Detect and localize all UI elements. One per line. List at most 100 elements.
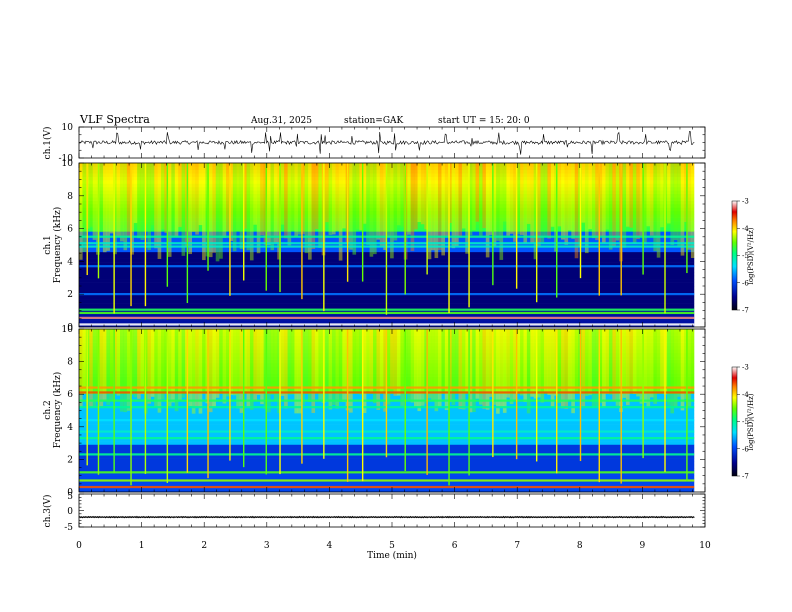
spectrogram-event xyxy=(323,163,325,312)
spectrogram-event xyxy=(385,163,388,315)
spectrogram-texture-column xyxy=(366,329,370,392)
time-tick-label: 1 xyxy=(139,541,145,551)
spectrogram-event xyxy=(468,163,470,308)
spectrogram-texture-column xyxy=(338,163,343,261)
spectrogram-texture-column xyxy=(249,163,254,261)
spectrogram-texture-column xyxy=(195,329,199,408)
spectrogram-texture-column xyxy=(222,163,227,238)
spectrogram-texture-column xyxy=(653,329,657,404)
spectrogram-event xyxy=(86,163,88,276)
spectrogram-event xyxy=(346,329,349,482)
spectrogram-texture-column xyxy=(369,163,374,257)
frequency-tick-label: 10 xyxy=(62,325,74,335)
spectrogram-cell-row xyxy=(79,461,695,466)
spectrogram-texture-column xyxy=(102,329,107,401)
time-tick-label: 3 xyxy=(264,541,270,551)
spectrogram-texture-column xyxy=(318,163,322,249)
spectrogram-texture-column xyxy=(455,163,459,246)
spectrogram-texture-column xyxy=(229,329,234,395)
spectrogram-texture-column xyxy=(355,163,360,230)
spectrogram-texture-column xyxy=(311,329,316,413)
ch3-waveform-line xyxy=(78,515,695,519)
spectrogram-texture-column xyxy=(612,329,616,402)
ch2-colorbar-scale xyxy=(731,366,738,477)
spectrogram-texture-column xyxy=(417,163,422,223)
colorbar-tick-label: -7 xyxy=(742,473,749,481)
ch1-colorbar-tick-labels: -3 -4 -5 -6 -7 xyxy=(737,198,749,315)
ch3-waveform-trace xyxy=(78,515,695,519)
spectrogram-texture-column xyxy=(485,163,490,258)
spectrogram-texture-column xyxy=(537,163,541,247)
spectrogram-texture-column xyxy=(496,329,500,414)
spectrogram-texture-column xyxy=(342,329,346,402)
spectrogram-texture-column xyxy=(680,329,685,411)
ch1-spectrogram-ylabel-frequency: Frequency (kHz) xyxy=(52,207,63,284)
spectrogram-texture-column xyxy=(273,163,278,244)
spectrogram-event xyxy=(97,329,100,475)
spectrogram-cell-row xyxy=(79,488,695,493)
spectrogram-texture-column xyxy=(660,329,664,392)
spectrogram-texture-column xyxy=(414,329,418,407)
spectrogram-texture-column xyxy=(297,329,302,414)
spectrogram-texture-column xyxy=(178,329,182,400)
spectrogram-texture-column xyxy=(130,329,134,395)
ch2-spectrogram-ticks xyxy=(78,328,706,493)
spectrogram-texture-column xyxy=(236,329,240,409)
spectrogram-texture-column xyxy=(492,163,497,247)
spectrogram-texture-column xyxy=(629,329,634,392)
spectrogram-texture-column xyxy=(208,329,213,413)
spectrogram-event xyxy=(556,329,558,474)
spectrogram-event xyxy=(144,163,147,307)
spectrogram-texture-column xyxy=(564,163,569,245)
spectrogram-event xyxy=(243,329,245,468)
spectrogram-texture-column xyxy=(277,329,281,414)
spectrogram-texture-column xyxy=(256,163,261,254)
spectrogram-texture-column xyxy=(499,163,504,260)
spectrogram-texture-column xyxy=(437,329,442,407)
spectrogram-texture-column xyxy=(284,329,288,409)
spectrogram-texture-column xyxy=(82,329,87,394)
spectrogram-texture-column xyxy=(482,163,487,229)
spectrogram-texture-column xyxy=(530,329,534,397)
spectrogram-texture-column xyxy=(448,163,452,223)
spectrogram-texture-column xyxy=(181,163,186,256)
spectrogram-texture-column xyxy=(625,329,630,406)
spectrogram-event xyxy=(323,329,325,459)
spectrogram-texture-column xyxy=(290,163,295,231)
ch2-spectrogram-ytick-labels: 0 2 4 6 8 10 xyxy=(62,325,74,498)
spectrogram-texture-column xyxy=(366,163,370,246)
ch2-colorbar-label: log(PSD)(V²/Hz) xyxy=(747,393,755,450)
spectrogram-event xyxy=(492,329,494,458)
spectrogram-texture-column xyxy=(649,163,654,236)
spectrogram-texture-column xyxy=(431,163,435,251)
spectrogram-texture-column xyxy=(605,329,610,394)
ch2-spectrogram-ylabel-frequency: Frequency (kHz) xyxy=(52,372,63,449)
colorbar-tick-label: -5 xyxy=(742,252,749,260)
spectrogram-texture-column xyxy=(202,163,206,261)
ch2-spectrogram-image xyxy=(79,329,705,493)
spectrogram-event xyxy=(686,163,688,274)
spectrogram-texture-column xyxy=(653,163,657,252)
spectrogram-event xyxy=(207,163,209,271)
spectrogram-texture-column xyxy=(379,329,384,393)
spectrogram-texture-column xyxy=(116,163,121,238)
spectrogram-texture-column xyxy=(82,163,87,252)
spectrogram-texture-column xyxy=(198,163,203,226)
spectrogram-texture-column xyxy=(335,329,340,409)
spectrogram-texture-column xyxy=(506,163,510,236)
spectrogram-texture-column xyxy=(164,163,169,234)
spectrogram-texture-column xyxy=(386,163,391,238)
frequency-tick-label: 2 xyxy=(67,290,73,300)
spectrogram-texture-column xyxy=(543,329,548,392)
ch3-waveform-ylabel: ch.3(V) xyxy=(42,495,53,528)
spectrogram-texture-column xyxy=(311,163,316,249)
spectrogram-texture-column xyxy=(526,329,531,414)
spectrogram-texture-column xyxy=(267,163,271,246)
spectrogram-texture-column xyxy=(243,163,247,229)
frequency-tick-label: 0 xyxy=(67,323,73,333)
spectrogram-texture-column xyxy=(174,329,179,412)
spectrogram-texture-column xyxy=(489,329,493,397)
ch1-spectrogram-panel: 0 2 4 6 8 10 ch.1 Frequency (kHz) xyxy=(43,159,706,333)
spectrogram-texture-column xyxy=(120,163,124,242)
spectrogram-texture-column xyxy=(335,163,340,231)
